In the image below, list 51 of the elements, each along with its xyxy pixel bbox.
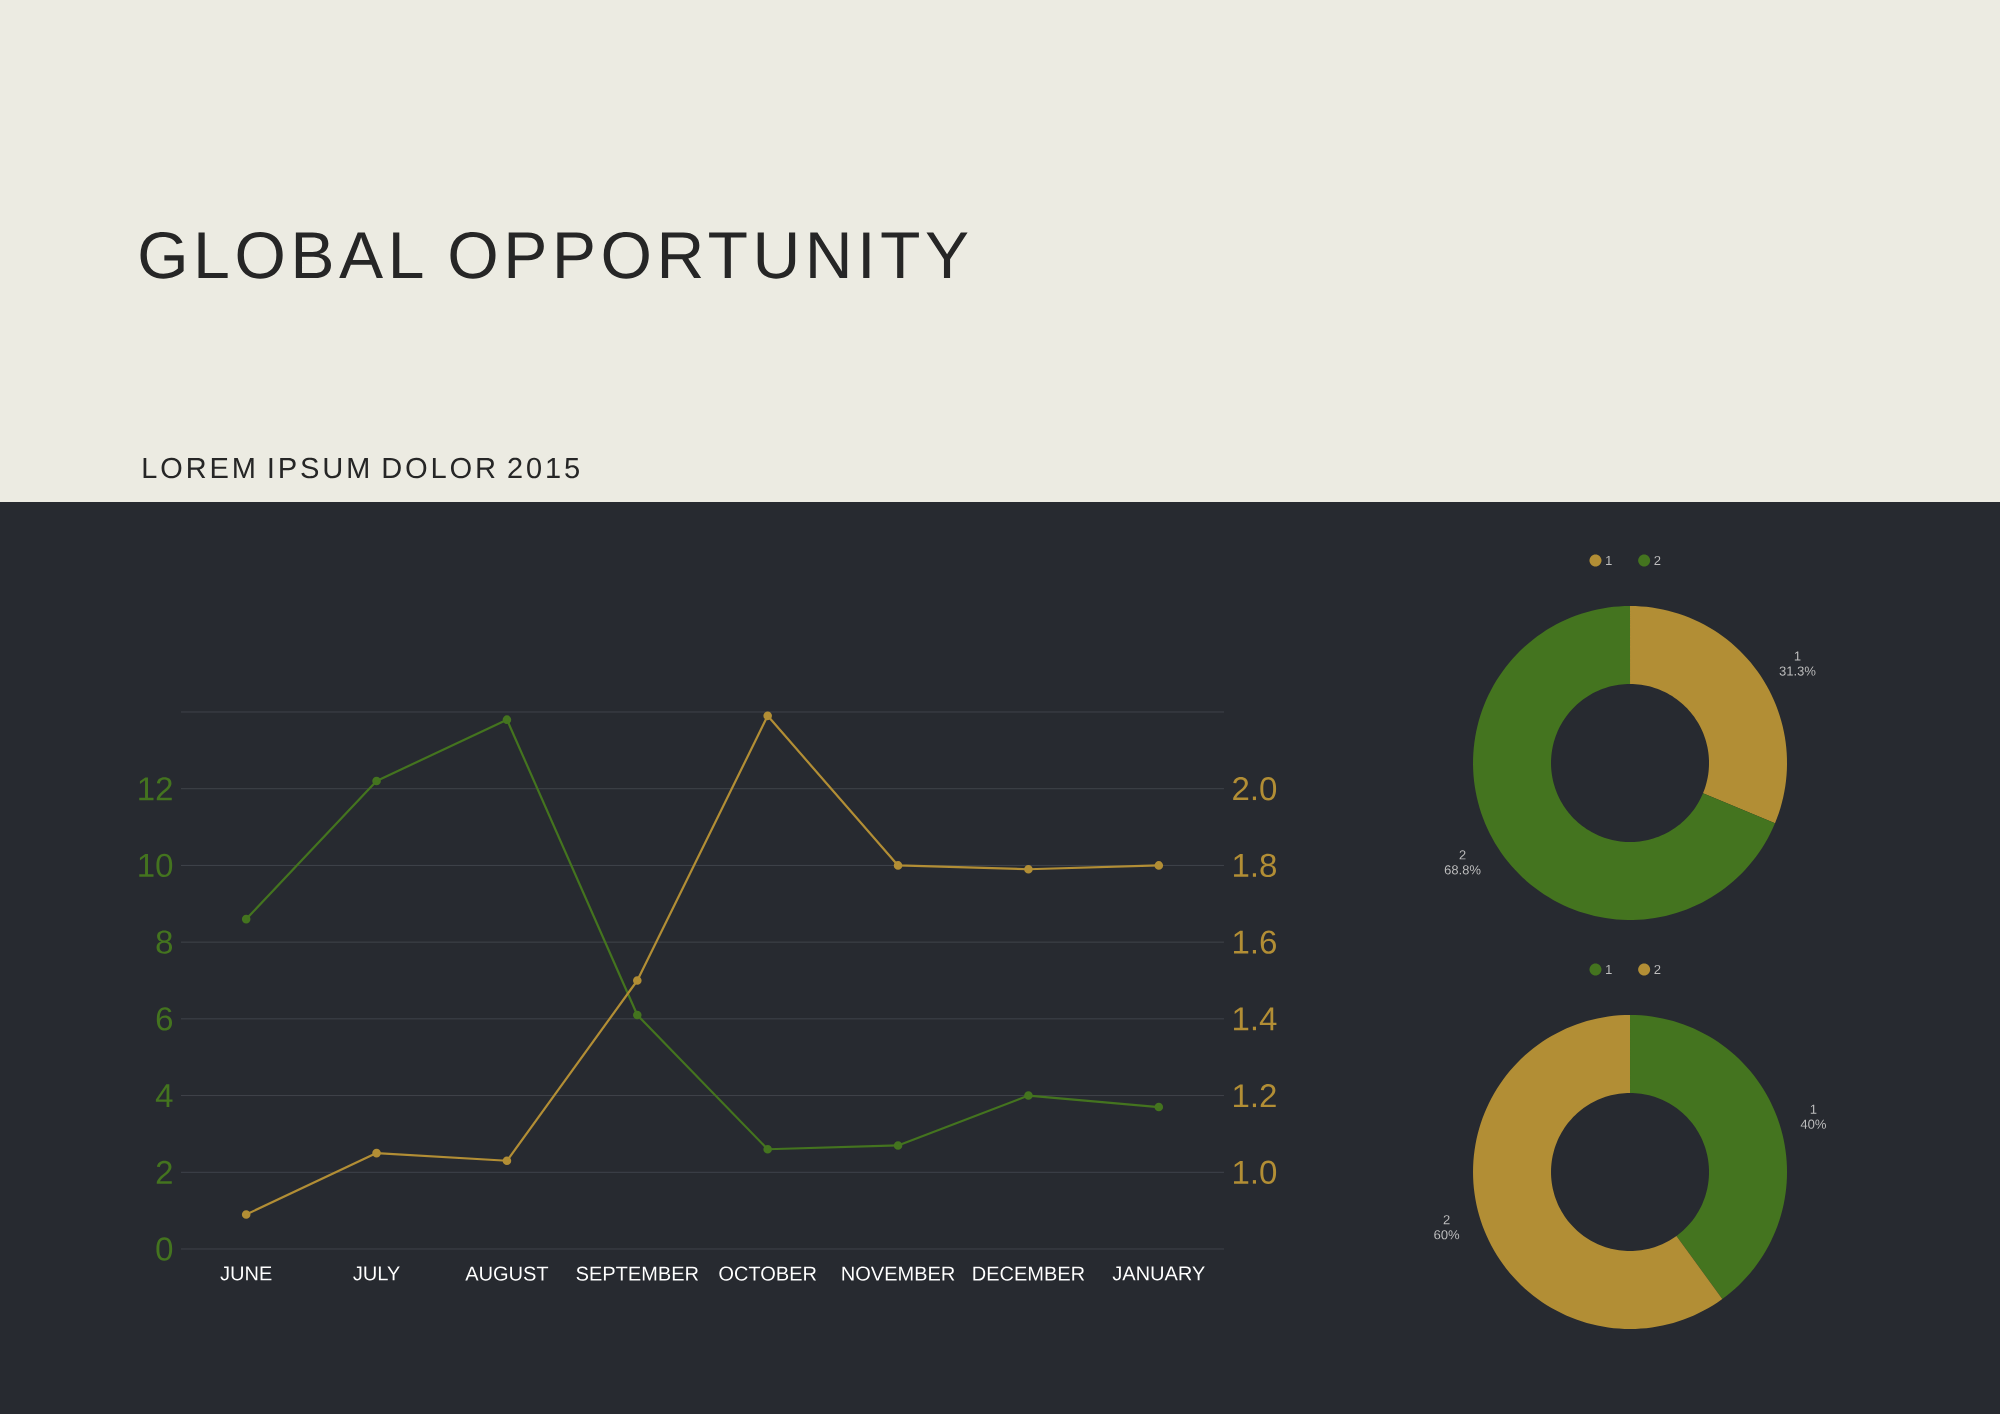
x-tick-label: NOVEMBER: [842, 1266, 955, 1281]
legend-label: 2: [1654, 964, 1661, 975]
x-tick-label: DECEMBER: [973, 1266, 1085, 1281]
point: [633, 976, 642, 985]
point: [1024, 1091, 1033, 1100]
x-tick-label: JULY: [353, 1266, 400, 1281]
y-tick-label: 10: [139, 853, 173, 878]
y-tick-label: 12: [139, 777, 172, 801]
point: [372, 776, 381, 786]
y-tick-label: 0: [156, 1237, 173, 1261]
point: [502, 715, 512, 724]
y2-tick-label: 1.0: [1234, 1160, 1277, 1184]
data-label: 68.8%: [1444, 865, 1481, 875]
y-tick-label: 2: [156, 1160, 172, 1184]
x-tick-label: AUGUST: [465, 1266, 549, 1281]
point: [241, 1210, 251, 1219]
slice-label: 1: [1810, 1104, 1817, 1114]
point: [241, 914, 251, 924]
data-label: 31.3%: [1779, 666, 1816, 676]
y2-tick-label: 1.4: [1234, 1007, 1277, 1031]
y-tick-label: 8: [156, 930, 173, 954]
y-tick-label: 6: [156, 1007, 173, 1031]
slice-label: 1: [1794, 651, 1801, 661]
slice-label: 2: [1459, 850, 1466, 860]
slice-label: 2: [1443, 1215, 1450, 1225]
y2-tick-label: 1.2: [1234, 1084, 1276, 1108]
y2-tick-label: 1.6: [1234, 930, 1276, 954]
x-tick-label: JANUARY: [1112, 1266, 1205, 1281]
point: [763, 1144, 772, 1154]
point: [1154, 1102, 1164, 1112]
chart-title: GLOBAL OPPORTUNITY: [140, 231, 968, 279]
point: [763, 711, 772, 721]
x-tick-label: JUNE: [220, 1266, 272, 1281]
y2-tick-label: 2.0: [1233, 777, 1277, 801]
y-tick-label: 4: [155, 1084, 173, 1107]
x-tick-label: OCTOBER: [719, 1266, 817, 1281]
legend-label: 1: [1606, 555, 1612, 565]
point: [372, 1148, 381, 1158]
data-label: 60%: [1434, 1230, 1460, 1240]
legend-label: 1: [1606, 965, 1612, 974]
point: [893, 1141, 903, 1150]
x-tick-label: SEPTEMBER: [576, 1266, 699, 1281]
point: [893, 861, 903, 870]
point: [1024, 864, 1033, 874]
chart-subtitle: LOREM IPSUM DOLOR 2015: [143, 457, 579, 479]
legend-label: 2: [1654, 555, 1661, 565]
point: [502, 1156, 512, 1166]
y2-tick-label: 1.8: [1234, 853, 1276, 878]
point: [633, 1010, 642, 1020]
data-label: 40%: [1800, 1119, 1826, 1129]
point: [1154, 861, 1164, 870]
